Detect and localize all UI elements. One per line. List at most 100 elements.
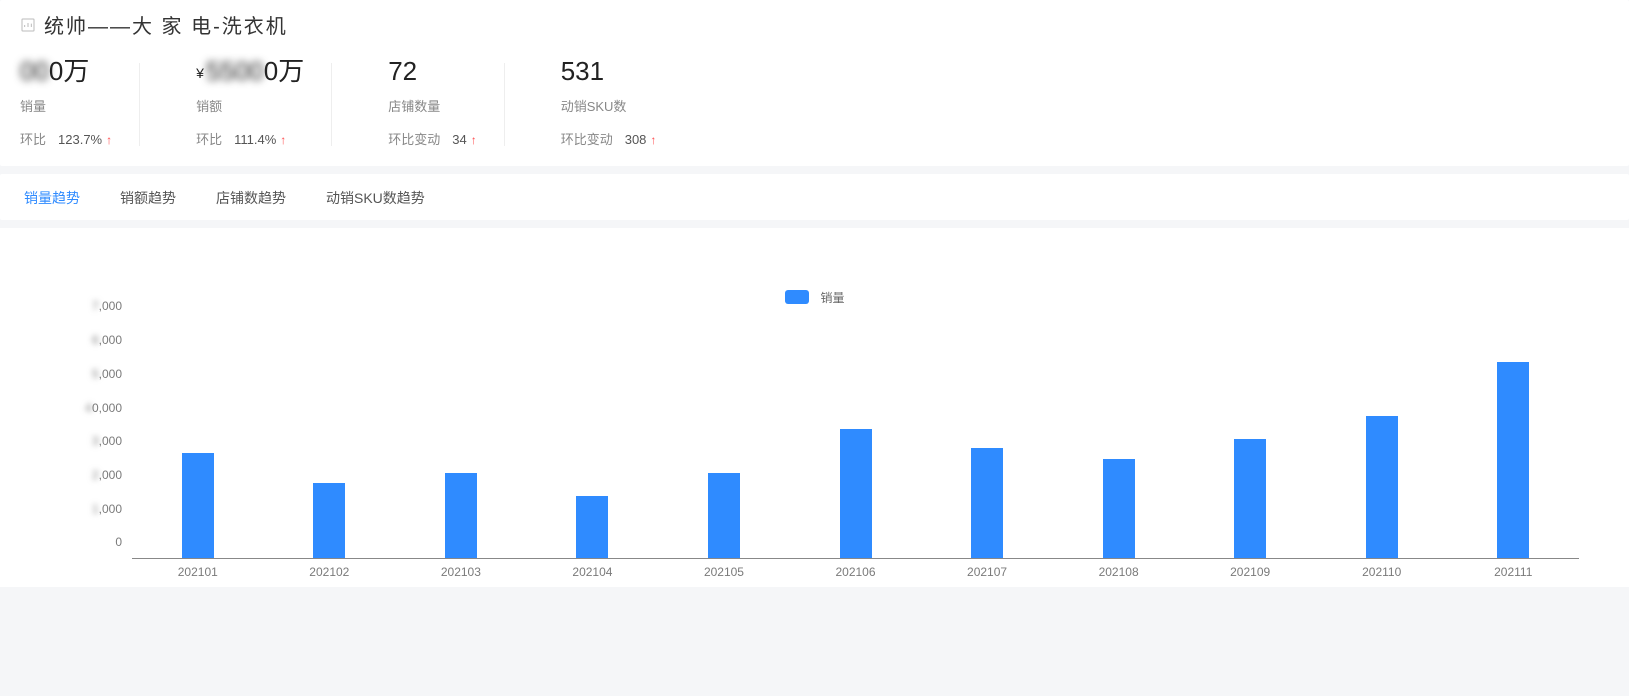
bar-slot <box>527 323 659 558</box>
bar[interactable] <box>1497 362 1529 558</box>
x-tick-label: 202105 <box>658 561 790 583</box>
y-tick-label: ,000 <box>99 468 122 482</box>
metric-value-clear: 0万 <box>49 56 89 86</box>
x-tick-label: 202103 <box>395 561 527 583</box>
y-axis: 01,0002,0003,00040,0005,0006,0007,000 <box>50 323 130 559</box>
chart-card: 销量 01,0002,0003,00040,0005,0006,0007,000… <box>0 228 1629 588</box>
metric-value-clear: 531 <box>561 56 604 86</box>
plot-area <box>132 323 1579 559</box>
chart-legend: 销量 <box>20 248 1609 324</box>
y-tick-label: ,000 <box>99 367 122 381</box>
delta-value: 111.4% <box>234 132 276 147</box>
y-tick-label: 0,000 <box>92 401 122 415</box>
x-axis: 2021012021022021032021042021052021062021… <box>132 561 1579 583</box>
metric-value: 72 <box>388 57 476 86</box>
bar[interactable] <box>840 429 872 558</box>
metric: 531 动销SKU数环比变动308↑ <box>533 57 685 148</box>
y-tick-blurred: 3 <box>92 434 99 448</box>
y-tick: 3,000 <box>50 434 122 448</box>
bars <box>132 323 1579 558</box>
x-tick-label: 202104 <box>527 561 659 583</box>
metric-label: 销额 <box>196 96 304 115</box>
tab-销量趋势[interactable]: 销量趋势 <box>24 188 80 208</box>
bar[interactable] <box>445 473 477 559</box>
metric-label: 销量 <box>20 96 112 115</box>
y-tick: 0 <box>50 535 122 549</box>
metric-delta: 环比变动 34 ↑ <box>388 129 476 148</box>
page-title: 统帅——大 家 电-洗衣机 <box>44 10 288 39</box>
bar[interactable] <box>1234 439 1266 558</box>
x-tick-label: 202107 <box>921 561 1053 583</box>
bar-slot <box>1053 323 1185 558</box>
x-tick-label: 202109 <box>1184 561 1316 583</box>
y-tick-blurred: 7 <box>92 299 99 313</box>
delta-label: 环比变动 <box>388 132 440 147</box>
y-tick: 5,000 <box>50 367 122 381</box>
bar-slot <box>264 323 396 558</box>
delta-label: 环比变动 <box>561 132 613 147</box>
metric-value: ¥55000万 <box>196 57 304 86</box>
bar-slot <box>1316 323 1448 558</box>
metric-value-blurred: 5500 <box>206 57 264 86</box>
y-tick: 40,000 <box>50 401 122 415</box>
bar-slot <box>1184 323 1316 558</box>
tab-动销SKU数趋势[interactable]: 动销SKU数趋势 <box>326 188 425 208</box>
arrow-up-icon: ↑ <box>650 133 656 147</box>
metric-value-clear: 0万 <box>264 56 304 86</box>
bar[interactable] <box>708 473 740 559</box>
metric-delta: 环比变动308↑ <box>561 129 657 148</box>
x-tick-label: 202108 <box>1053 561 1185 583</box>
metric: ¥55000万销额环比111.4%↑ <box>168 57 332 148</box>
tab-销额趋势[interactable]: 销额趋势 <box>120 188 176 208</box>
bar-slot <box>1447 323 1579 558</box>
delta-label: 环比 <box>196 132 222 147</box>
metric-value: 531 <box>561 57 657 86</box>
bar[interactable] <box>971 448 1003 559</box>
y-tick-blurred: 1 <box>92 502 99 516</box>
metric: 000万销量环比123.7%↑ <box>20 57 140 148</box>
arrow-up-icon: ↑ <box>471 133 477 147</box>
legend-label: 销量 <box>820 290 844 304</box>
y-tick: 1,000 <box>50 502 122 516</box>
bar-slot <box>790 323 922 558</box>
metric-delta: 环比111.4%↑ <box>196 129 304 148</box>
bar[interactable] <box>1366 416 1398 559</box>
bar-slot <box>921 323 1053 558</box>
title-row: 统帅——大 家 电-洗衣机 <box>0 0 1629 43</box>
y-tick-label: ,000 <box>99 299 122 313</box>
y-tick-label: ,000 <box>99 434 122 448</box>
summary-card: 统帅——大 家 电-洗衣机 000万销量环比123.7%↑¥55000万销额环比… <box>0 0 1629 166</box>
bar[interactable] <box>576 496 608 558</box>
metric-delta: 环比123.7%↑ <box>20 129 112 148</box>
y-tick-blurred: 6 <box>92 333 99 347</box>
metric-label: 动销SKU数 <box>561 96 657 115</box>
y-tick: 6,000 <box>50 333 122 347</box>
metric-value-clear: 72 <box>388 56 417 86</box>
y-tick-blurred: 2 <box>92 468 99 482</box>
metrics-row: 000万销量环比123.7%↑¥55000万销额环比111.4%↑72店铺数量环… <box>0 43 1629 166</box>
metric-value-blurred: 00 <box>20 57 49 86</box>
y-tick-label: ,000 <box>99 333 122 347</box>
chart-area: 01,0002,0003,00040,0005,0006,0007,000 20… <box>50 323 1579 583</box>
bar[interactable] <box>182 453 214 559</box>
x-tick-label: 202106 <box>790 561 922 583</box>
delta-value: 123.7% <box>58 132 102 147</box>
yen-symbol: ¥ <box>196 65 204 81</box>
y-tick: 2,000 <box>50 468 122 482</box>
bar-slot <box>658 323 790 558</box>
bar-slot <box>132 323 264 558</box>
bar[interactable] <box>313 483 345 559</box>
x-tick-label: 202102 <box>264 561 396 583</box>
metric: 72 店铺数量环比变动 34 ↑ <box>360 57 504 148</box>
metric-label: 店铺数量 <box>388 96 476 115</box>
x-tick-label: 202110 <box>1316 561 1448 583</box>
y-tick-label: ,000 <box>99 502 122 516</box>
y-tick: 7,000 <box>50 299 122 313</box>
delta-value: 34 <box>452 132 466 147</box>
bar[interactable] <box>1103 459 1135 558</box>
bar-slot <box>395 323 527 558</box>
chart-icon <box>20 17 36 33</box>
x-tick-label: 202101 <box>132 561 264 583</box>
tab-店铺数趋势[interactable]: 店铺数趋势 <box>216 188 286 208</box>
legend-chip <box>785 290 809 304</box>
